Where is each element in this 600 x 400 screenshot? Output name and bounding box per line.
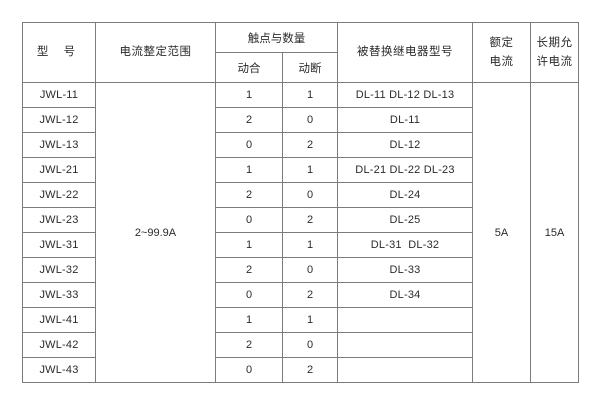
cell-replaced-relay [337, 307, 473, 333]
cell-contacts-nc: 0 [282, 332, 338, 358]
cell-model: JWL-22 [22, 182, 96, 208]
column-header-current-range: 电流整定范围 [95, 22, 216, 83]
column-header-replaced-relay: 被替换继电器型号 [337, 22, 473, 83]
table-row: JWL-41 1 1 [22, 307, 579, 333]
cell-contacts-no: 1 [215, 232, 283, 258]
cell-contacts-nc: 2 [282, 357, 338, 383]
cell-model: JWL-33 [22, 282, 96, 308]
column-header-rated-current: 额定 电流 [472, 22, 531, 83]
cell-contacts-nc: 2 [282, 132, 338, 158]
table-row: JWL-22 2 0 DL-24 [22, 182, 579, 208]
rated-current-line-1: 额定 [489, 37, 514, 50]
cell-replaced-relay: DL-33 [337, 257, 473, 283]
header-row-sub: 动合 动断 [23, 52, 579, 83]
table-row: JWL-31 1 1 DL-31 DL-32 [22, 232, 579, 258]
cell-model: JWL-13 [22, 132, 96, 158]
table-header: 型 号 电流整定范围 触点与数量 被替换继电器型号 额定 电流 长期允 许电流 … [22, 22, 579, 83]
table-row: JWL-23 0 2 DL-25 [22, 207, 579, 233]
table-row: JWL-12 2 0 DL-11 [22, 107, 579, 133]
cell-model: JWL-12 [22, 107, 96, 133]
cell-contacts-no: 0 [215, 207, 283, 233]
cell-contacts-no: 0 [215, 132, 283, 158]
cell-rated-current-merged: 5A [472, 82, 531, 383]
table-row: JWL-11 2~99.9A 1 1 DL-11 DL-12 DL-13 5A 15A [22, 82, 579, 383]
cell-contacts-nc: 2 [282, 207, 338, 233]
cell-contacts-no: 1 [215, 157, 283, 183]
table-row: JWL-42 2 0 [22, 332, 579, 358]
column-header-model: 型 号 [22, 22, 96, 83]
cell-contacts-nc: 1 [282, 232, 338, 258]
cell-model: JWL-23 [22, 207, 96, 233]
cell-contacts-nc: 0 [282, 107, 338, 133]
column-header-contacts-nc: 动断 [282, 52, 338, 83]
cell-replaced-relay: DL-21 DL-22 DL-23 [337, 157, 473, 183]
cell-model: JWL-31 [22, 232, 96, 258]
cell-current-range-merged: 2~99.9A [95, 82, 216, 383]
table-row: JWL-43 0 2 [22, 357, 579, 383]
cell-contacts-no: 1 [215, 82, 283, 108]
specification-table: 型 号 电流整定范围 触点与数量 被替换继电器型号 额定 电流 长期允 许电流 … [22, 22, 579, 383]
cell-model: JWL-43 [22, 357, 96, 383]
cell-contacts-nc: 2 [282, 282, 338, 308]
table-row: JWL-13 0 2 DL-12 [22, 132, 579, 158]
cell-replaced-relay: DL-11 [337, 107, 473, 133]
cell-replaced-relay: DL-11 DL-12 DL-13 [337, 82, 473, 108]
cell-longterm-current-merged: 15A [530, 82, 579, 383]
cell-contacts-nc: 1 [282, 82, 338, 108]
cell-model: JWL-32 [22, 257, 96, 283]
cell-replaced-relay [337, 357, 473, 383]
table-row: JWL-21 1 1 DL-21 DL-22 DL-23 [22, 157, 579, 183]
table-row: JWL-33 0 2 DL-34 [22, 282, 579, 308]
longterm-current-line-2: 许电流 [536, 55, 573, 68]
cell-contacts-no: 0 [215, 357, 283, 383]
header-row-top: 型 号 电流整定范围 触点与数量 被替换继电器型号 额定 电流 长期允 许电流 [22, 22, 579, 83]
cell-contacts-nc: 0 [282, 257, 338, 283]
column-header-contacts-no: 动合 [215, 52, 283, 83]
cell-model: JWL-21 [22, 157, 96, 183]
cell-model: JWL-11 [22, 82, 96, 108]
cell-replaced-relay: DL-31 DL-32 [337, 232, 473, 258]
column-header-contacts-group: 触点与数量 [215, 22, 338, 53]
cell-replaced-relay: DL-24 [337, 182, 473, 208]
cell-contacts-no: 2 [215, 107, 283, 133]
cell-replaced-relay: DL-12 [337, 132, 473, 158]
cell-replaced-relay: DL-34 [337, 282, 473, 308]
rated-current-line-2: 电流 [489, 55, 514, 68]
cell-model: JWL-41 [22, 307, 96, 333]
cell-contacts-no: 2 [215, 332, 283, 358]
cell-replaced-relay [337, 332, 473, 358]
longterm-current-line-1: 长期允 [536, 37, 573, 50]
cell-contacts-no: 2 [215, 182, 283, 208]
cell-contacts-no: 1 [215, 307, 283, 333]
cell-contacts-no: 0 [215, 282, 283, 308]
cell-contacts-nc: 1 [282, 157, 338, 183]
cell-contacts-no: 2 [215, 257, 283, 283]
cell-replaced-relay: DL-25 [337, 207, 473, 233]
table-body: JWL-11 2~99.9A 1 1 DL-11 DL-12 DL-13 5A 15A JWL… [22, 82, 579, 383]
cell-contacts-nc: 0 [282, 182, 338, 208]
cell-model: JWL-42 [22, 332, 96, 358]
cell-contacts-nc: 1 [282, 307, 338, 333]
column-header-longterm-current: 长期允 许电流 [530, 22, 579, 83]
